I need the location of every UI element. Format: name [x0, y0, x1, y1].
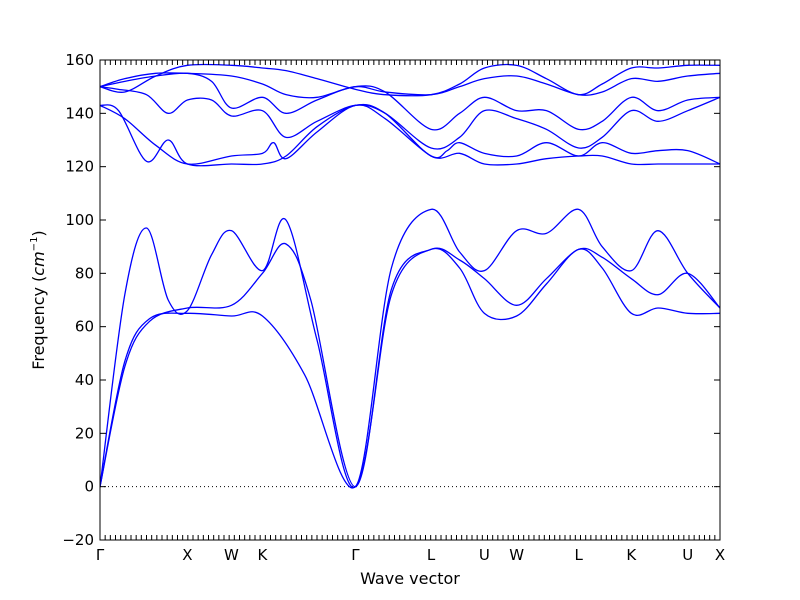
y-tick-label: 0	[84, 478, 94, 496]
y-axis-label-text: Frequency	[29, 287, 48, 370]
band-9	[100, 63, 720, 97]
y-tick-label: 80	[75, 264, 94, 282]
x-tick-label: K	[258, 546, 269, 564]
y-axis-label-unit: cm	[29, 251, 48, 275]
y-tick-label: 20	[75, 424, 94, 442]
x-tick-label: Γ	[351, 546, 360, 564]
band-2	[100, 242, 720, 488]
band-1	[100, 247, 720, 489]
y-axis-label-unit-exponent: −1	[29, 237, 40, 252]
y-tick-label: 160	[65, 51, 94, 69]
y-tick-label: 140	[65, 104, 94, 122]
band-5	[100, 104, 720, 165]
plot-frame	[99, 59, 721, 541]
x-tick-label: L	[574, 546, 583, 564]
x-tick-label: U	[682, 546, 693, 564]
band-6	[100, 86, 720, 150]
phonon-bands	[100, 63, 720, 489]
y-axis-ticks: −20 0 20 40 60 80 100 120 140 160	[62, 51, 720, 549]
x-tick-label: Γ	[96, 546, 105, 564]
band-8	[100, 72, 720, 99]
y-axis-label-paren-open: (	[29, 276, 48, 282]
y-axis-label: Frequency (cm−1)	[29, 230, 48, 369]
y-tick-label: 100	[65, 211, 94, 229]
x-axis-label: Wave vector	[360, 569, 460, 588]
y-tick-label: −20	[62, 531, 94, 549]
x-tick-label: U	[479, 546, 490, 564]
band-4	[100, 103, 720, 167]
x-tick-label: K	[626, 546, 637, 564]
x-tick-label: W	[509, 546, 524, 564]
y-tick-label: 40	[75, 371, 94, 389]
y-tick-label: 60	[75, 318, 94, 336]
band-3	[100, 208, 720, 489]
band-7	[100, 72, 720, 131]
y-tick-label: 120	[65, 158, 94, 176]
x-tick-label: X	[182, 546, 192, 564]
x-tick-label: W	[224, 546, 239, 564]
x-tick-label: X	[715, 546, 725, 564]
y-axis-label-paren-close: )	[29, 230, 48, 236]
x-tick-label: L	[427, 546, 436, 564]
